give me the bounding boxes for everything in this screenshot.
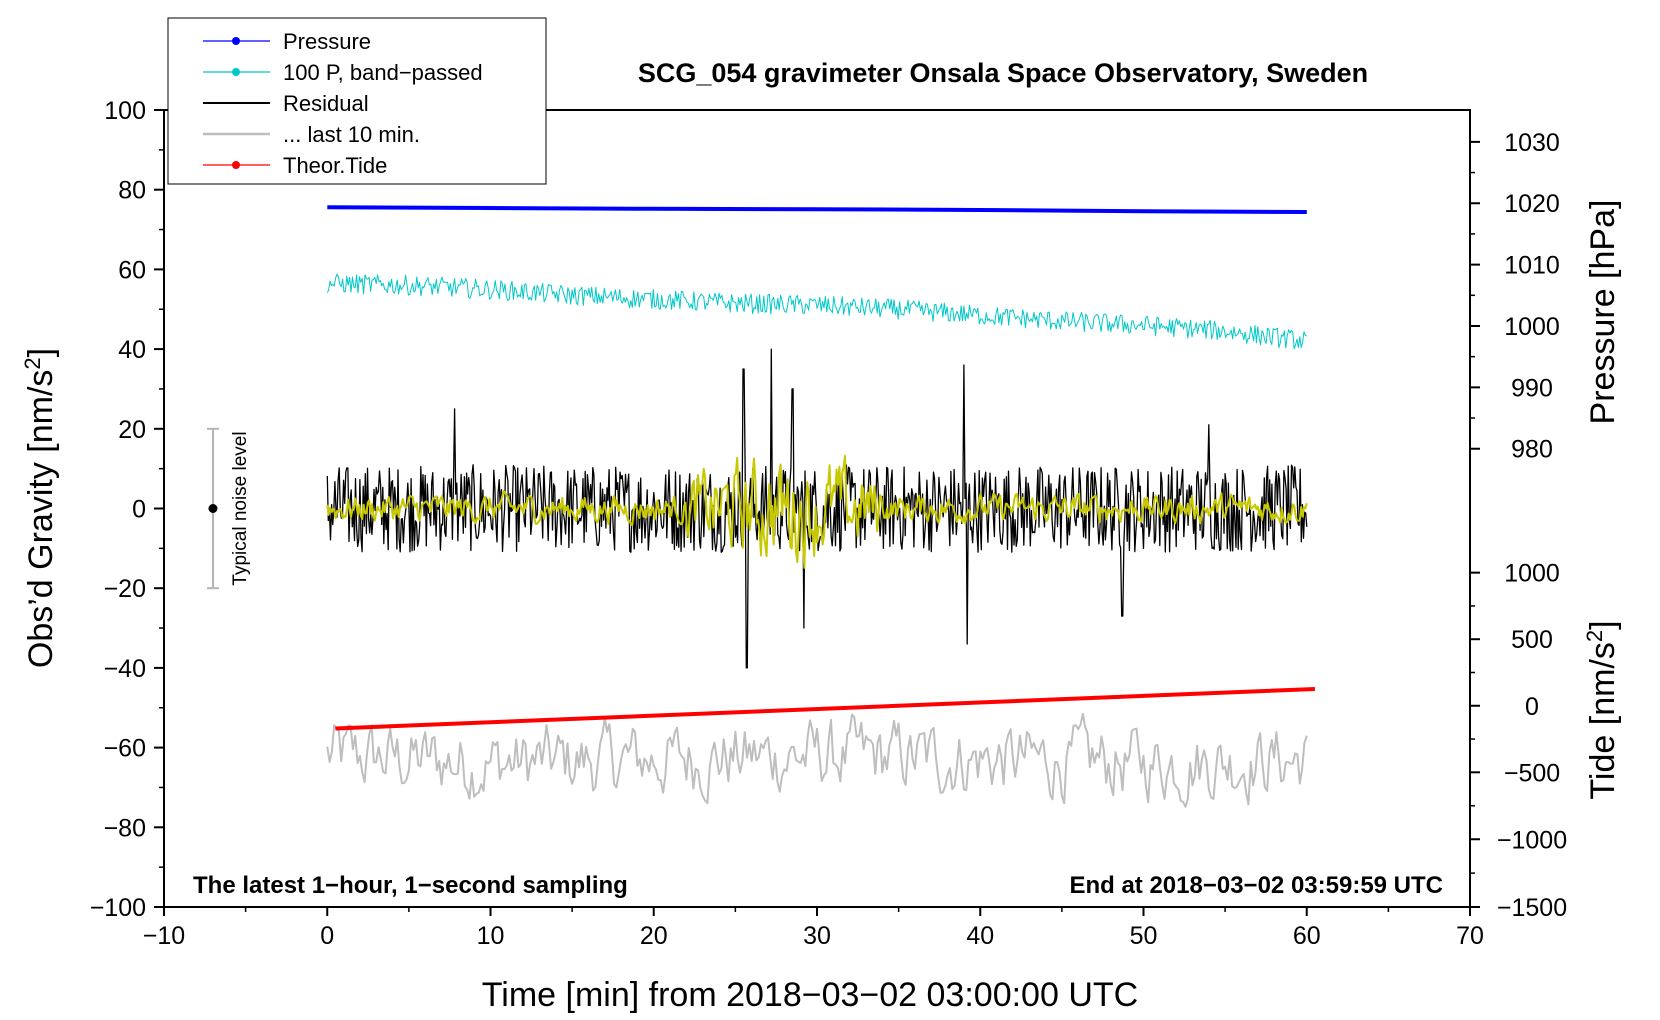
tide-line — [335, 687, 1315, 731]
legend-box — [167, 17, 547, 185]
pressure-axis-tick-label: 1030 — [1504, 129, 1560, 157]
noise-level-label: Typical noise level — [230, 431, 251, 585]
filtered-residual-line — [326, 454, 1308, 569]
legend: Pressure 100 P, band−passed Residual ... la… — [167, 17, 547, 185]
last-10-min-line — [326, 712, 1308, 808]
y-tick-label-left: −40 — [104, 655, 146, 683]
annotation-bottom-right: End at 2018−03−02 03:59:59 UTC — [1069, 872, 1443, 899]
legend-items: Pressure 100 P, band−passed Residual ... la… — [203, 29, 483, 178]
x-tick-label: 30 — [803, 922, 831, 950]
y-tick-label-left: −80 — [104, 814, 146, 842]
noise-level-indicator: Typical noise level — [206, 427, 251, 590]
pressure-axis-tick-label: 980 — [1511, 436, 1553, 464]
pressure-axis-tick-label: 1000 — [1504, 313, 1560, 341]
y-axis-title-tide-sup: 2 — [1582, 630, 1607, 642]
legend-label-1: 100 P, band−passed — [283, 60, 483, 85]
pressure-line — [327, 205, 1307, 214]
y-tick-label-left: −20 — [104, 575, 146, 603]
x-tick-label: 40 — [966, 922, 994, 950]
y-axis-title-tide-close: ] — [1584, 620, 1622, 629]
x-tick-label: 50 — [1130, 922, 1158, 950]
pressure-axis-tick-label: 1010 — [1504, 252, 1560, 280]
y-tick-label-left: 100 — [104, 97, 146, 125]
noise-center-dot — [208, 504, 218, 513]
legend-label-0: Pressure — [283, 29, 371, 54]
band-passed-pressure-line — [326, 273, 1308, 350]
tide-axis-tick-label: −1000 — [1497, 826, 1567, 854]
y-axis-title-left-main: Obs’d Gravity [nm/s — [22, 370, 60, 669]
x-tick-label: 0 — [320, 922, 334, 950]
x-tick-label: 20 — [640, 922, 668, 950]
ticks-layer: −10 0 10 20 30 40 50 60 70−100−80−60−40−20020406… — [90, 97, 1567, 950]
y-tick-label-left: −100 — [90, 894, 146, 922]
chart-title: SCG_054 gravimeter Onsala Space Observat… — [638, 58, 1368, 88]
tide-axis-tick-label: 500 — [1511, 626, 1553, 654]
y-axis-title-left-close: ] — [22, 348, 60, 357]
y-tick-label-left: 0 — [132, 496, 146, 524]
y-tick-label-left: 20 — [118, 416, 146, 444]
y-axis-title-pressure: Pressure [hPa] — [1584, 200, 1622, 425]
pressure-axis-tick-label: 990 — [1511, 374, 1553, 402]
y-axis-title-left: Obs’d Gravity [nm/s2] — [20, 348, 60, 668]
y-axis-title-tide-main: Tide [nm/s — [1584, 642, 1622, 799]
tide-axis-tick-label: 1000 — [1504, 560, 1560, 588]
tide-axis-tick-label: −500 — [1504, 759, 1560, 787]
legend-label-4: Theor.Tide — [283, 153, 387, 178]
series-layer — [326, 205, 1315, 808]
pressure-axis-tick-label: 1020 — [1504, 190, 1560, 218]
y-axis-title-tide: Tide [nm/s2] — [1582, 620, 1622, 799]
y-tick-label-left: 60 — [118, 256, 146, 284]
x-tick-label: 70 — [1456, 922, 1484, 950]
y-tick-label-left: 80 — [118, 177, 146, 205]
y-tick-label-left: −60 — [104, 735, 146, 763]
x-tick-label: −10 — [143, 922, 185, 950]
legend-marker-0 — [232, 37, 240, 45]
y-tick-label-left: 40 — [118, 336, 146, 364]
x-tick-label: 60 — [1293, 922, 1321, 950]
tide-axis-tick-label: 0 — [1525, 693, 1539, 721]
legend-label-2: Residual — [283, 91, 369, 116]
legend-marker-1 — [232, 68, 240, 76]
x-tick-label: 10 — [477, 922, 505, 950]
tide-axis-tick-label: −1500 — [1497, 894, 1567, 922]
legend-marker-4 — [232, 161, 240, 169]
x-axis-title: Time [min] from 2018−03−02 03:00:00 UTC — [482, 976, 1138, 1014]
y-axis-title-left-sup: 2 — [20, 357, 45, 369]
legend-label-3: ... last 10 min. — [283, 122, 420, 147]
annotation-bottom-left: The latest 1−hour, 1−second sampling — [193, 872, 628, 899]
